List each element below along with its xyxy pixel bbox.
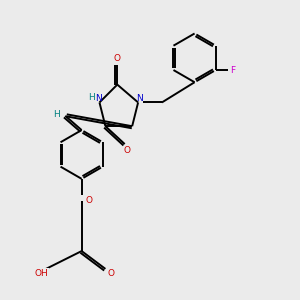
Text: O: O [114,54,121,63]
Text: H: H [88,93,94,102]
Text: F: F [230,65,235,74]
Text: H: H [54,110,60,119]
Text: N: N [95,94,102,103]
Text: O: O [108,269,115,278]
Text: N: N [136,94,143,103]
Text: O: O [85,196,93,205]
Text: O: O [124,146,130,155]
Text: OH: OH [34,269,48,278]
